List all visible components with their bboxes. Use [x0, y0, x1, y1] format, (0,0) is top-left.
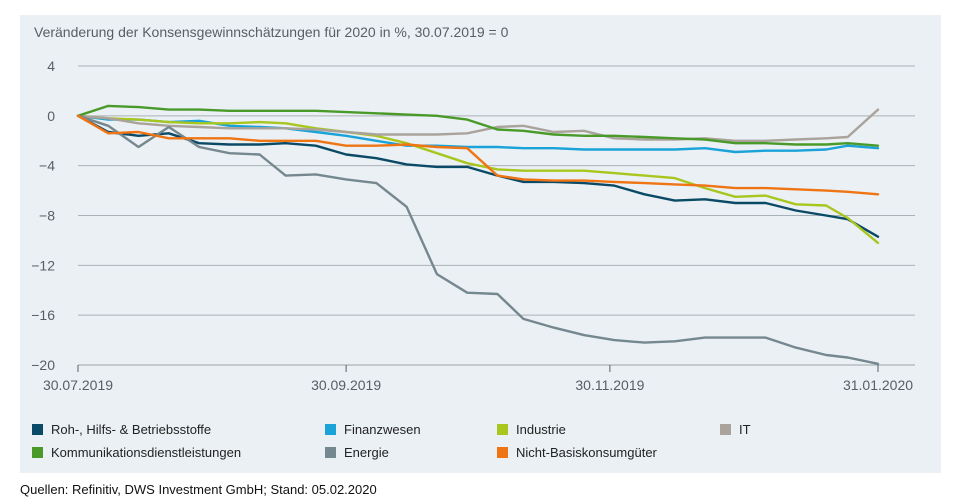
- legend-swatch: [325, 424, 336, 435]
- legend-swatch: [32, 447, 43, 458]
- legend-label: Energie: [344, 445, 389, 460]
- legend-item-industrie: Industrie: [497, 422, 566, 437]
- y-tick-label: −20: [31, 357, 55, 373]
- legend-swatch: [497, 424, 508, 435]
- legend-swatch: [32, 424, 43, 435]
- y-tick-label: −8: [39, 208, 55, 224]
- legend-label: Finanzwesen: [344, 422, 421, 437]
- y-tick-label: −4: [39, 158, 55, 174]
- x-tick-label: 30.07.2019: [43, 377, 113, 393]
- legend-label: Industrie: [516, 422, 566, 437]
- legend-item-energie: Energie: [325, 445, 389, 460]
- x-tick-label: 30.11.2019: [575, 377, 644, 393]
- x-tick-label: 31.01.2020: [843, 377, 913, 393]
- y-tick-label: 0: [47, 108, 55, 124]
- legend-item-finanzwesen: Finanzwesen: [325, 422, 421, 437]
- legend-item-kommunikationsdienstleistungen: Kommunikationsdienstleistungen: [32, 445, 241, 460]
- legend-swatch: [720, 424, 731, 435]
- series-line-roh-hilfs-betriebsstoffe: [76, 114, 880, 238]
- legend-label: IT: [739, 422, 751, 437]
- series-line-energie: [76, 114, 880, 365]
- series-line-industrie: [76, 114, 880, 245]
- y-tick-label: 4: [47, 58, 55, 74]
- source-note: Quellen: Refinitiv, DWS Investment GmbH;…: [20, 482, 377, 497]
- legend-label: Nicht-Basiskonsumgüter: [516, 445, 657, 460]
- legend-swatch: [325, 447, 336, 458]
- series-line-it: [76, 108, 880, 142]
- legend-item-it: IT: [720, 422, 751, 437]
- x-tick-label: 30.09.2019: [311, 377, 381, 393]
- legend-label: Kommunikationsdienstleistungen: [51, 445, 242, 460]
- chart-legend: Roh-, Hilfs- & Betriebsstoffe Finanzwese…: [32, 422, 932, 466]
- y-tick-label: −16: [31, 307, 55, 323]
- chart-panel: [20, 15, 941, 473]
- chart-title: Veränderung der Konsensgewinnschätzungen…: [34, 24, 509, 40]
- y-tick-label: −12: [31, 257, 55, 273]
- series-line-nicht-basiskonsumgüter: [76, 114, 880, 196]
- legend-label: Roh-, Hilfs- & Betriebsstoffe: [51, 422, 212, 437]
- series-line-kommunikationsdienstleistungen: [76, 104, 880, 147]
- legend-swatch: [497, 447, 508, 458]
- legend-item-roh-hilfs-betriebsstoffe: Roh-, Hilfs- & Betriebsstoffe: [32, 422, 211, 437]
- legend-item-nicht-basiskonsumgueter: Nicht-Basiskonsumgüter: [497, 445, 657, 460]
